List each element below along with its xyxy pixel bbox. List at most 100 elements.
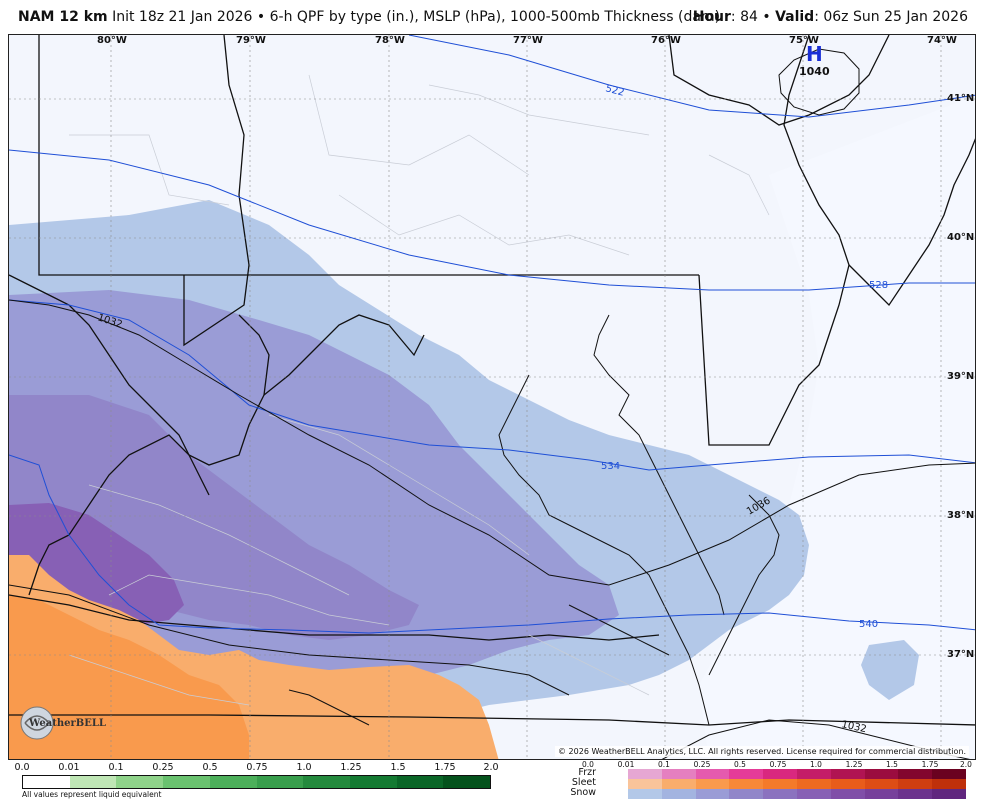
sleet-label: Sleet [571, 777, 596, 788]
lon-label-78w: 78°W [375, 35, 405, 46]
qpf-color-swatch [349, 776, 397, 788]
product-description: 6-h QPF by type (in.), MSLP (hPa), 1000-… [269, 9, 721, 25]
latlon-grid [9, 35, 975, 759]
lon-label-76w: 76°W [651, 35, 681, 46]
sleet-color-swatch [763, 779, 797, 789]
qpf-color-swatch [209, 776, 257, 788]
snow-color-swatch [628, 789, 662, 799]
valid-label: Valid [775, 9, 815, 25]
qpf-legend-ticks: 0.0 0.01 0.1 0.25 0.5 0.75 1.0 1.25 1.5 … [14, 762, 498, 774]
frzr-color-swatch [628, 769, 662, 779]
thickness-534 [9, 299, 975, 471]
coastlines [288, 314, 780, 726]
header-separator-2: • [762, 9, 771, 25]
lon-label-75w: 75°W [789, 35, 819, 46]
frzr-color-swatch [796, 769, 831, 779]
frzr-color-swatch [830, 769, 865, 779]
lon-label-77w: 77°W [513, 35, 543, 46]
lon-label-79w: 79°W [236, 35, 266, 46]
wv-va-border-e [238, 314, 425, 397]
isobar-1032 [9, 299, 975, 586]
sleet-color-swatch [695, 779, 730, 789]
ny-pa-border [668, 35, 890, 126]
logo-text: WeatherBELL [28, 718, 106, 729]
qpf-legend-note: All values represent liquid equivalent [22, 790, 162, 799]
thickness-528 [9, 149, 975, 291]
albemarle-sound [288, 689, 370, 726]
qpf-color-swatch [23, 776, 70, 788]
qpf-color-bar [22, 775, 491, 789]
qpf-tick: 1.75 [434, 762, 456, 773]
type-tick: 2.0 [960, 760, 972, 769]
frzr-color-swatch [661, 769, 696, 779]
frzr-color-swatch [898, 769, 933, 779]
qpf-tick: 1.0 [296, 762, 312, 773]
de-nj-border [698, 35, 850, 446]
map-header: NAM 12 km Init 18z 21 Jan 2026 • 6-h QPF… [0, 0, 984, 34]
type-tick: 0.75 [769, 760, 787, 769]
model-name: NAM 12 km [18, 9, 108, 25]
sleet-color-bar [628, 779, 966, 789]
frzr-color-swatch [864, 769, 899, 779]
type-tick: 1.5 [886, 760, 898, 769]
lon-label-74w: 74°W [927, 35, 957, 46]
snow-color-swatch [864, 789, 899, 799]
delmarva-coast [708, 494, 780, 676]
type-tick: 0.0 [582, 760, 594, 769]
type-tick: 1.25 [845, 760, 863, 769]
nj-coast [848, 138, 975, 307]
lon-label-80w: 80°W [97, 35, 127, 46]
qpf-color-swatch [256, 776, 304, 788]
qpf-tick: 0.0 [14, 762, 30, 773]
snow-color-swatch [729, 789, 764, 799]
type-tick: 1.0 [810, 760, 822, 769]
header-left: NAM 12 km Init 18z 21 Jan 2026 • 6-h QPF… [18, 0, 720, 34]
lat-label-38n: 38°N [947, 510, 975, 521]
qpf-legend: 0.0 0.01 0.1 0.25 0.5 0.75 1.0 1.25 1.5 … [14, 762, 498, 808]
isobar-1032-south [9, 584, 570, 696]
chesapeake-east [593, 314, 725, 616]
snow-color-swatch [695, 789, 730, 799]
copyright-notice: © 2026 WeatherBELL Analytics, LLC. All r… [555, 746, 969, 757]
header-separator: • [256, 9, 266, 25]
precip-type-legend: Frzr Sleet Snow 0.0 0.01 0.1 0.25 0.5 0.… [556, 760, 976, 806]
qpf-tick: 0.75 [246, 762, 268, 773]
sleet-heavy-area [9, 595, 249, 759]
snow-color-swatch [898, 789, 933, 799]
high-pressure-letter: H [805, 42, 823, 66]
state-borders [9, 35, 975, 726]
frzr-color-bar [628, 769, 966, 779]
qpf-tick: 1.25 [340, 762, 362, 773]
qpf-tick: 0.1 [108, 762, 124, 773]
thickness-contours [9, 35, 975, 634]
thickness-label-522: 522 [604, 83, 625, 99]
qpf-tick: 0.25 [152, 762, 174, 773]
thickness-label-534: 534 [601, 461, 620, 472]
type-tick: 0.1 [658, 760, 670, 769]
isobar-1040 [778, 48, 860, 116]
qpf-tick: 0.01 [58, 762, 80, 773]
sleet-color-swatch [898, 779, 933, 789]
frzr-color-swatch [932, 769, 966, 779]
qpf-color-swatch [116, 776, 164, 788]
chesapeake-west [498, 374, 710, 726]
pa-md-border [38, 35, 699, 276]
qpf-color-swatch [303, 776, 350, 788]
hour-label: Hour [692, 9, 731, 25]
type-tick: 1.75 [921, 760, 939, 769]
county-lines [68, 74, 770, 706]
snow-color-swatch [763, 789, 797, 799]
thickness-540 [9, 454, 975, 634]
precip-type-labels: Frzr Sleet Snow [556, 768, 596, 798]
precip-type-ticks: 0.0 0.01 0.1 0.25 0.5 0.75 1.0 1.25 1.5 … [580, 760, 980, 769]
header-right: Hour: 84 • Valid: 06z Sun 25 Jan 2026 [693, 0, 968, 34]
weather-map[interactable]: 522 528 534 540 1032 1036 1032 80°W 79°W… [8, 34, 976, 760]
lat-label-39n: 39°N [947, 371, 975, 382]
snow-label: Snow [570, 787, 596, 798]
sleet-color-swatch [661, 779, 696, 789]
frzr-label: Frzr [578, 767, 596, 778]
qpf-color-swatch [69, 776, 117, 788]
james-river [568, 604, 670, 656]
qpf-tick: 1.5 [390, 762, 406, 773]
wv-va-border-w [9, 274, 210, 496]
